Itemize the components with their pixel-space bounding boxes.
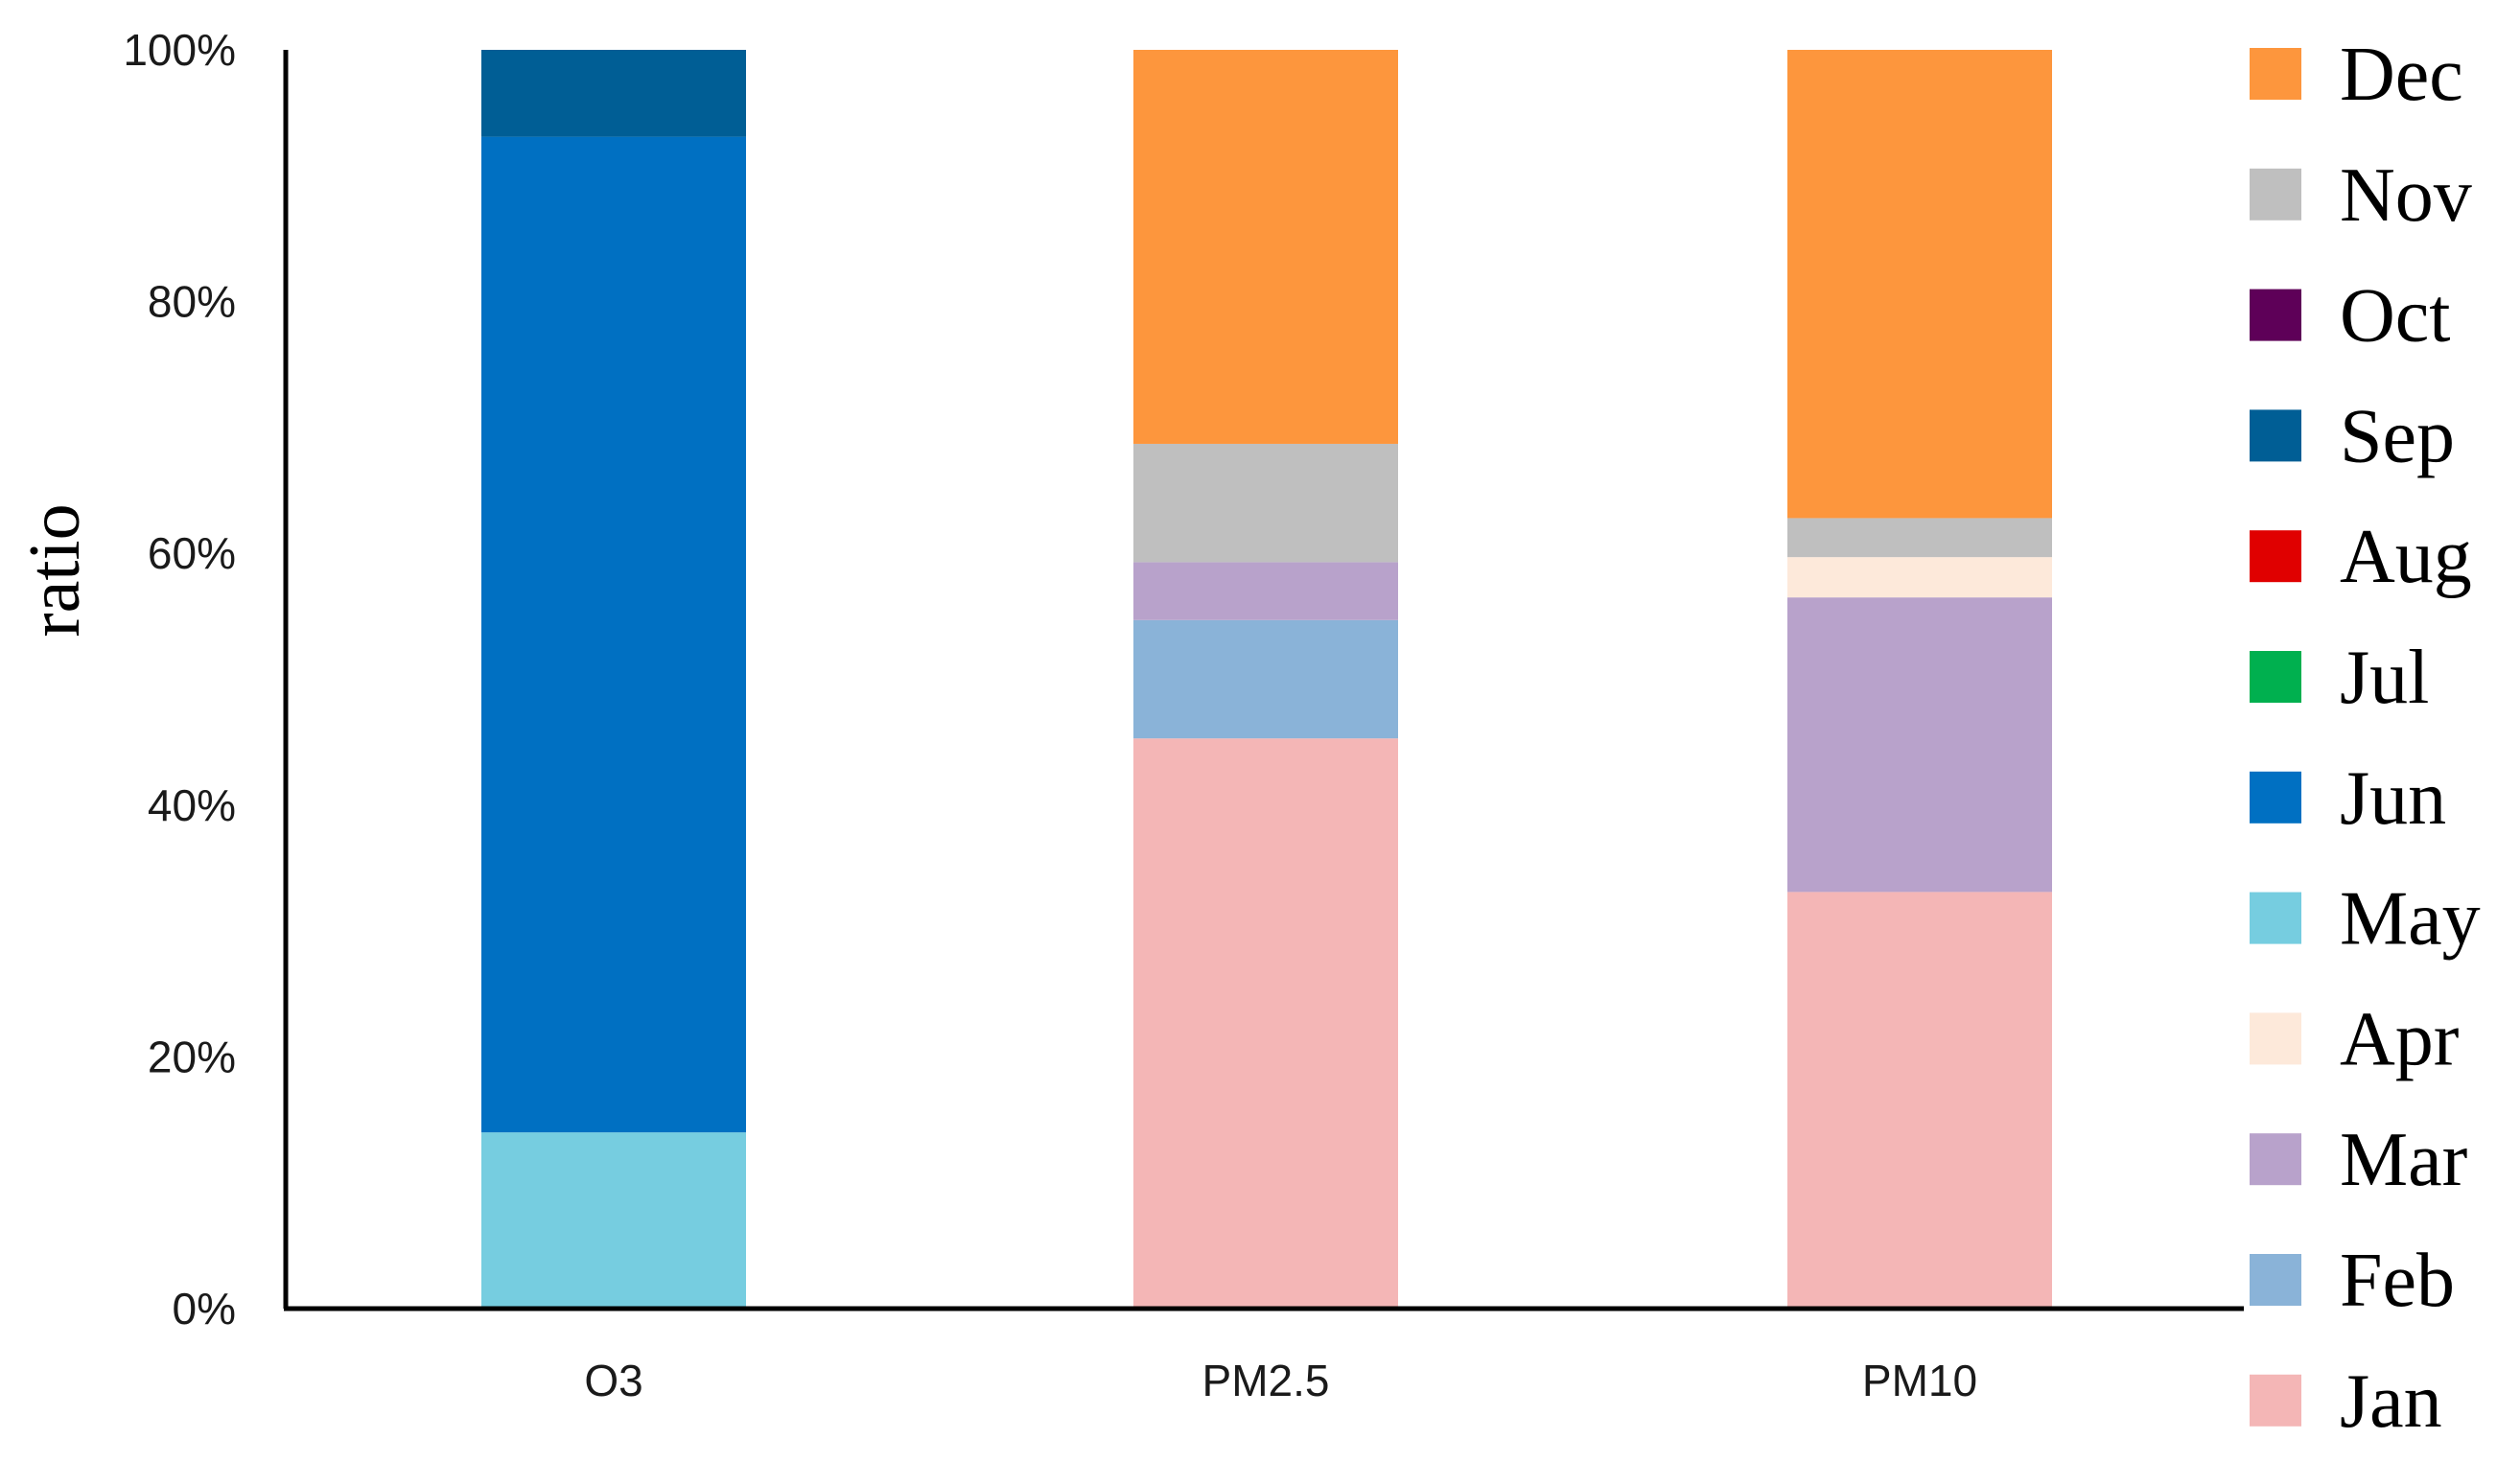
legend-item-apr: Apr	[2250, 997, 2459, 1081]
bar-segment-apr	[1787, 557, 2052, 598]
y-tick-label: 60%	[148, 528, 236, 578]
legend-swatch	[2250, 1133, 2301, 1186]
legend-item-dec: Dec	[2250, 33, 2463, 117]
legend-label: Jan	[2340, 1359, 2442, 1444]
legend-item-may: May	[2250, 877, 2481, 962]
bar-segment-mar	[1787, 597, 2052, 893]
x-tick-label: PM2.5	[1202, 1356, 1330, 1405]
legend-item-sep: Sep	[2250, 394, 2455, 478]
legend-swatch	[2250, 48, 2301, 100]
legend: Dec Nov Oct Sep Aug Jul Jun May Apr Mar Feb Jan	[2250, 33, 2481, 1444]
y-tick-label: 20%	[148, 1032, 236, 1081]
axes-layer	[283, 50, 2244, 1311]
legend-swatch	[2250, 530, 2301, 583]
y-tick-label: 100%	[123, 25, 236, 75]
legend-item-nov: Nov	[2250, 153, 2472, 238]
y-tick-label: 40%	[148, 780, 236, 830]
legend-swatch	[2250, 1254, 2301, 1306]
bar-segment-mar	[1133, 562, 1398, 620]
legend-item-mar: Mar	[2250, 1118, 2467, 1202]
bar-segment-may	[481, 1132, 746, 1309]
bar-segment-nov	[1133, 443, 1398, 563]
bar-segment-nov	[1787, 518, 2052, 558]
y-tick-label: 80%	[148, 277, 236, 327]
legend-label: Mar	[2340, 1118, 2467, 1202]
legend-swatch	[2250, 651, 2301, 703]
bar-segment-jun	[481, 136, 746, 1133]
legend-label: Feb	[2340, 1239, 2455, 1323]
legend-label: Jun	[2340, 756, 2446, 841]
x-tick-labels: O3 PM2.5 PM10	[584, 1356, 1977, 1405]
legend-label: Apr	[2340, 997, 2459, 1081]
legend-swatch	[2250, 771, 2301, 824]
bar-stack-pm25	[1133, 50, 1398, 1309]
legend-item-jun: Jun	[2250, 756, 2446, 841]
legend-swatch	[2250, 168, 2301, 220]
legend-label: Jul	[2340, 636, 2429, 720]
y-tick-label: 0%	[173, 1284, 236, 1334]
bar-stack-o3	[481, 50, 746, 1309]
legend-label: Nov	[2340, 153, 2472, 238]
bar-segment-jan	[1787, 892, 2052, 1309]
legend-label: Oct	[2340, 274, 2451, 359]
y-axis-title: ratio	[14, 503, 95, 637]
bar-segment-dec	[1133, 50, 1398, 444]
legend-item-feb: Feb	[2250, 1239, 2455, 1323]
bar-segment-feb	[1133, 619, 1398, 739]
bar-stack-pm10	[1787, 50, 2052, 1309]
bars-layer	[481, 50, 2052, 1309]
legend-item-aug: Aug	[2250, 515, 2472, 599]
legend-label: May	[2340, 877, 2481, 962]
bar-segment-sep	[481, 50, 746, 137]
x-tick-label: O3	[584, 1356, 642, 1405]
legend-swatch	[2250, 409, 2301, 462]
legend-swatch	[2250, 892, 2301, 944]
legend-item-oct: Oct	[2250, 274, 2451, 359]
legend-swatch	[2250, 1374, 2301, 1427]
bar-segment-dec	[1787, 50, 2052, 519]
legend-label: Dec	[2340, 33, 2463, 117]
x-tick-label: PM10	[1862, 1356, 1977, 1405]
legend-swatch	[2250, 1012, 2301, 1065]
legend-label: Aug	[2340, 515, 2472, 599]
bar-segment-jan	[1133, 738, 1398, 1309]
legend-item-jul: Jul	[2250, 636, 2429, 720]
legend-swatch	[2250, 289, 2301, 341]
legend-item-jan: Jan	[2250, 1359, 2442, 1444]
legend-label: Sep	[2340, 394, 2455, 478]
y-tick-labels: 0% 20% 40% 60% 80% 100%	[123, 25, 236, 1334]
